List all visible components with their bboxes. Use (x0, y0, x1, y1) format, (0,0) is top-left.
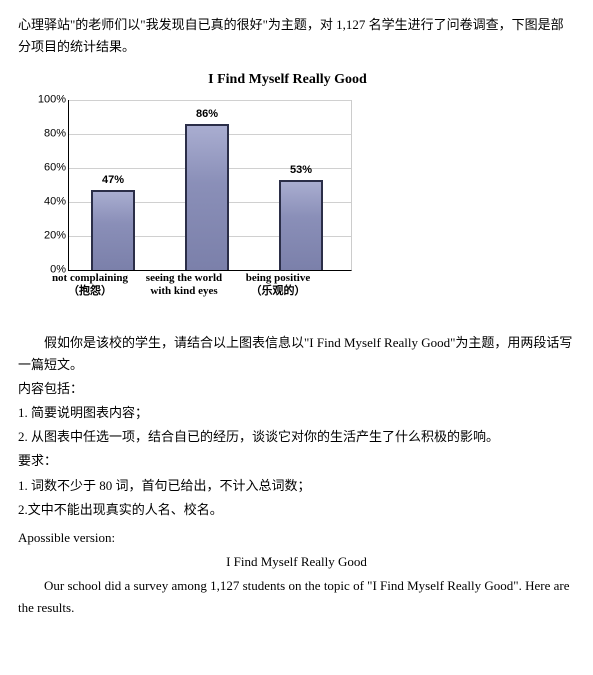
ytick-100: 100% (38, 91, 66, 110)
content-head: 内容包括： (18, 378, 575, 400)
chart-title: I Find Myself Really Good (4, 68, 571, 92)
content-1: 1. 简要说明图表内容； (18, 402, 575, 424)
gridline (69, 100, 351, 101)
req-1: 1. 词数不少于 80 词，首句已给出，不计入总词数； (18, 475, 575, 497)
bar-not-complaining: 47% (91, 190, 135, 270)
bar-kind-eyes: 86% (185, 124, 229, 270)
version-label: Apossible version: (18, 527, 575, 549)
req-head: 要求： (18, 450, 575, 472)
intro-text: 心理驿站"的老师们以"我发现自已真的很好"为主题，对 1,127 名学生进行了问… (18, 14, 575, 58)
ytick-60: 60% (44, 159, 66, 178)
xcat-zh: （抱怨） (42, 285, 138, 298)
xcat-kind-eyes: seeing the world with kind eyes (136, 272, 232, 298)
blank-line (18, 649, 575, 663)
bar-chart: 100% 80% 60% 40% 20% 0% 47% 86% 53% not … (34, 96, 364, 296)
bar-value-label: 86% (196, 105, 218, 124)
xcat-being-positive: being positive （乐观的） (230, 272, 326, 298)
blank-line (18, 621, 575, 635)
xcat-en: seeing the world with kind eyes (136, 272, 232, 298)
xcat-zh: （乐观的） (230, 285, 326, 298)
req-2: 2.文中不能出现真实的人名、校名。 (18, 499, 575, 521)
bar-value-label: 53% (290, 161, 312, 180)
chart-region: I Find Myself Really Good 100% 80% 60% 4… (18, 60, 575, 300)
xcat-en: being positive (230, 272, 326, 285)
plot-area: 47% 86% 53% (68, 100, 352, 271)
content-2: 2. 从图表中任选一项，结合自已的经历，谈谈它对你的生活产生了什么积极的影响。 (18, 426, 575, 448)
ytick-80: 80% (44, 125, 66, 144)
ytick-40: 40% (44, 193, 66, 212)
essay-first-sentence: Our school did a survey among 1,127 stud… (18, 575, 575, 619)
essay-title: I Find Myself Really Good (18, 551, 575, 573)
bar-being-positive: 53% (279, 180, 323, 270)
xcat-not-complaining: not complaining （抱怨） (42, 272, 138, 298)
ytick-20: 20% (44, 227, 66, 246)
blank-line (18, 635, 575, 649)
xcat-en: not complaining (42, 272, 138, 285)
task-intro: 假如你是该校的学生，请结合以上图表信息以"I Find Myself Reall… (18, 332, 575, 376)
bar-value-label: 47% (102, 171, 124, 190)
